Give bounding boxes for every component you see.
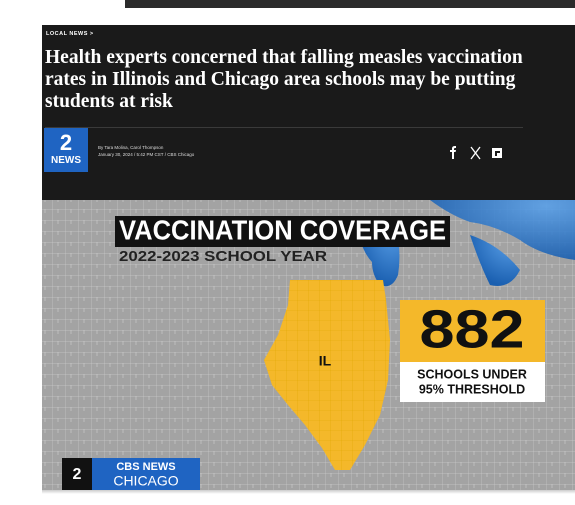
count-caption: 95% THRESHOLD — [419, 382, 525, 396]
authors[interactable]: By Tara Molina, Carol Thompson — [98, 144, 194, 151]
section-link[interactable]: LOCAL NEWS > — [46, 31, 94, 37]
facebook-share[interactable] — [450, 146, 456, 159]
image-strip — [125, 0, 575, 8]
flipboard-share[interactable] — [492, 148, 502, 158]
article-header: LOCAL NEWS > Health experts concerned th… — [42, 25, 575, 201]
graphic: IL VACCINATION COVERAGE 2022-2023 SCHOOL… — [42, 200, 575, 490]
byline: By Tara Molina, Carol Thompson January 3… — [98, 144, 194, 158]
brand-station: CHICAGO — [113, 473, 178, 489]
page: {"article": {"kicker": "LOCAL NEWS >", "… — [0, 0, 575, 505]
logo-label: NEWS — [44, 155, 88, 166]
brand-network: CBS NEWS — [116, 461, 175, 473]
state-label: IL — [319, 353, 332, 369]
headline: Health experts concerned that falling me… — [45, 47, 525, 113]
dateline: January 30, 2024 / 5:42 PM CST / CBS Chi… — [98, 151, 194, 158]
frame-shadow — [42, 490, 575, 494]
count-caption: SCHOOLS UNDER — [417, 367, 527, 381]
share-icons — [445, 145, 505, 161]
brand-number: 2 — [73, 466, 82, 483]
x-share[interactable] — [471, 147, 480, 159]
cbs-news-logo: 2 NEWS — [44, 128, 88, 172]
graphic-subtitle: 2022-2023 SCHOOL YEAR — [119, 248, 327, 265]
logo-number: 2 — [44, 131, 88, 155]
school-count: 882 — [420, 299, 525, 359]
divider — [45, 127, 523, 128]
graphic-title: VACCINATION COVERAGE — [119, 214, 446, 245]
